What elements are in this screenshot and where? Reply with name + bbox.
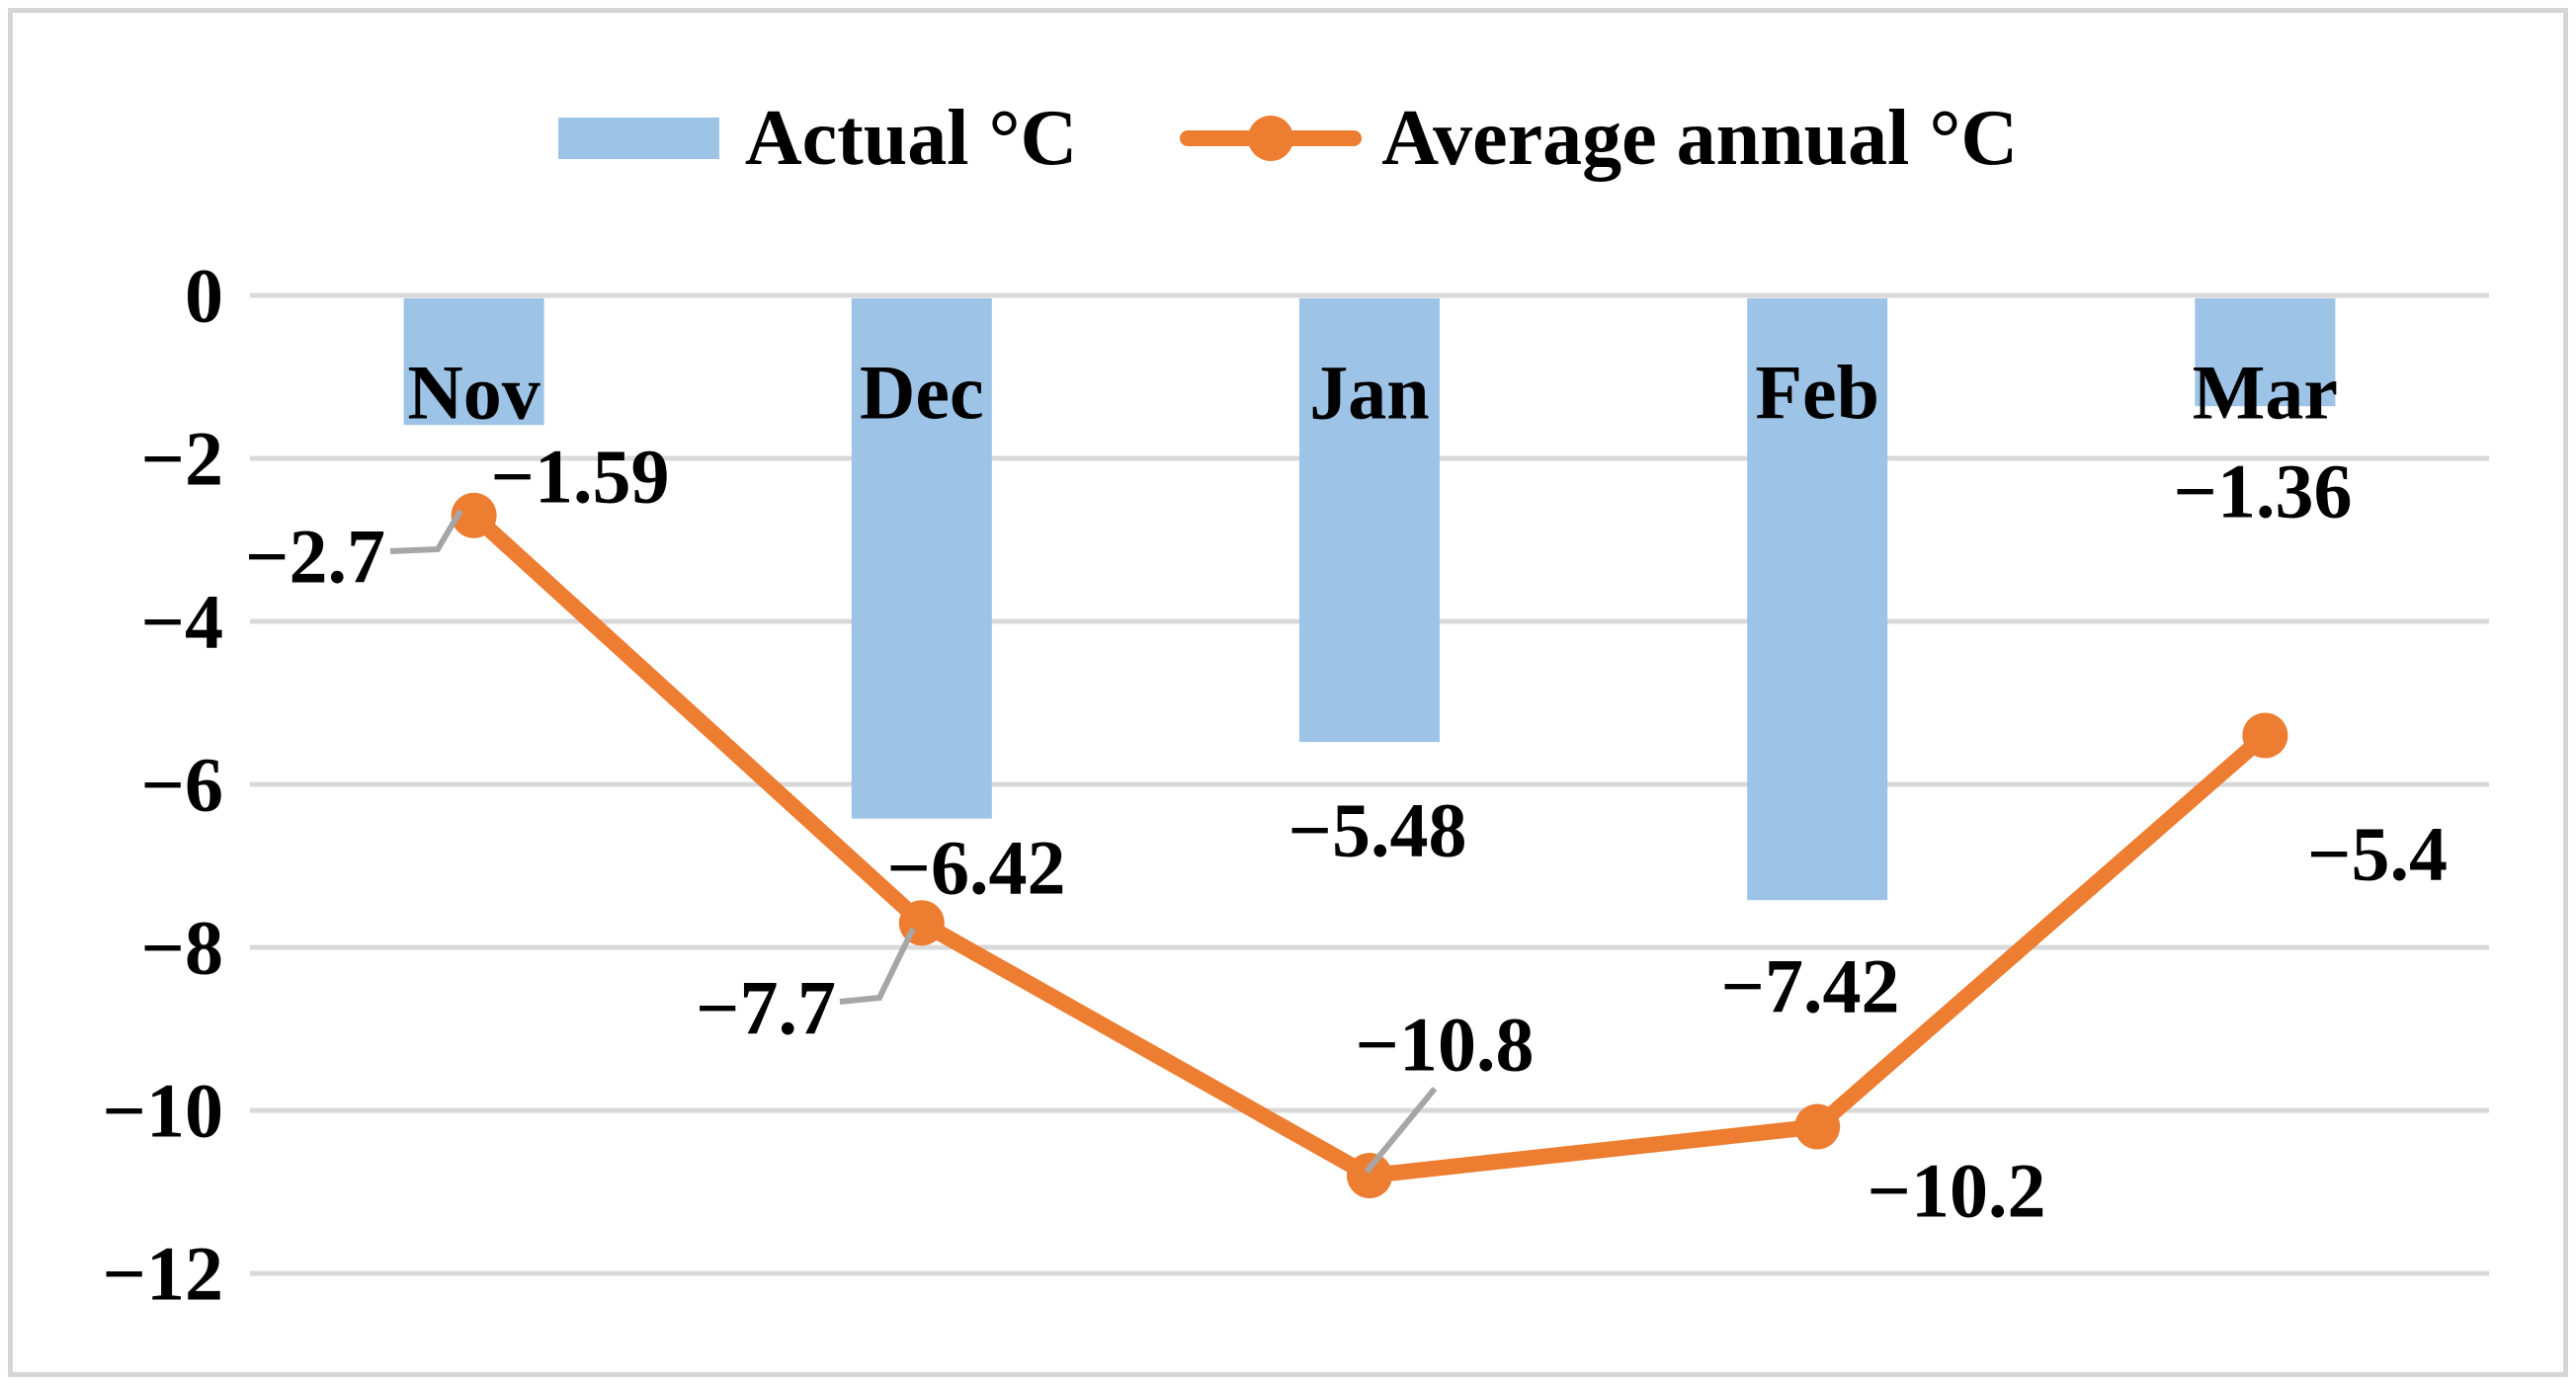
category-label-feb: Feb — [1755, 350, 1879, 436]
bar-data-label-mar: −1.36 — [2174, 448, 2353, 534]
category-label-mar: Mar — [2193, 350, 2338, 436]
bar-jan — [1299, 298, 1440, 743]
bar-data-label-dec: −6.42 — [887, 825, 1066, 911]
leader-line-nov — [389, 509, 463, 554]
leader-line-jan — [1364, 1087, 1438, 1174]
bar-mar — [2195, 298, 2336, 407]
legend-bar-swatch — [557, 118, 719, 159]
ytick-label-−12: −12 — [103, 1231, 223, 1317]
ytick-label-−10: −10 — [103, 1068, 223, 1154]
category-label-jan: Jan — [1309, 350, 1429, 436]
legend-line-marker — [1180, 116, 1363, 161]
line-marker-nov — [451, 492, 497, 538]
category-label-dec: Dec — [860, 350, 984, 436]
legend-line-dot-icon — [1248, 116, 1294, 161]
line-data-label-nov: −2.7 — [245, 514, 385, 600]
line-data-label-dec: −7.7 — [696, 965, 836, 1051]
legend: Actual °C Average annual °C — [0, 99, 2576, 178]
ytick-label-0: 0 — [185, 253, 223, 339]
category-label-nov: Nov — [407, 350, 540, 436]
ytick-label-−2: −2 — [141, 416, 223, 502]
legend-label-actual: Actual °C — [744, 95, 1078, 182]
bar-data-label-nov: −1.59 — [491, 434, 670, 520]
bar-data-label-feb: −7.42 — [1721, 943, 1900, 1029]
ytick-label-−6: −6 — [141, 742, 223, 828]
line-marker-feb — [1794, 1103, 1841, 1150]
bar-nov — [403, 298, 544, 426]
bar-data-label-jan: −5.48 — [1288, 787, 1467, 873]
leader-line-dec — [839, 927, 916, 1005]
line-data-label-mar: −5.4 — [2307, 811, 2448, 897]
ytick-label-−8: −8 — [141, 905, 223, 991]
legend-item-actual: Actual °C — [557, 95, 1078, 182]
line-marker-mar — [2242, 712, 2288, 759]
legend-item-average: Average annual °C — [1180, 99, 2018, 178]
bar-feb — [1747, 298, 1888, 901]
line-marker-jan — [1347, 1153, 1392, 1198]
bar-dec — [851, 298, 992, 819]
line-data-label-jan: −10.8 — [1356, 1002, 1535, 1088]
ytick-label-−4: −4 — [141, 579, 223, 665]
legend-label-average: Average annual °C — [1381, 95, 2019, 182]
line-data-label-feb: −10.2 — [1868, 1148, 2046, 1234]
